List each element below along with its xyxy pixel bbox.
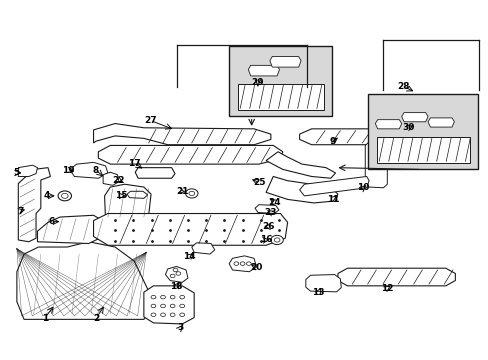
Circle shape [151, 304, 156, 308]
Polygon shape [93, 123, 270, 145]
Text: 18: 18 [170, 282, 183, 291]
Polygon shape [299, 129, 433, 145]
Text: 6: 6 [49, 217, 55, 226]
Polygon shape [17, 242, 153, 319]
Circle shape [170, 313, 175, 316]
Bar [367, 94, 477, 170]
Circle shape [274, 238, 280, 242]
Circle shape [151, 295, 156, 299]
Polygon shape [135, 168, 175, 178]
Text: 23: 23 [264, 208, 277, 217]
Text: 26: 26 [262, 222, 274, 231]
Polygon shape [38, 215, 105, 243]
Polygon shape [165, 266, 187, 282]
Bar [376, 136, 469, 163]
Circle shape [160, 295, 165, 299]
Polygon shape [248, 65, 279, 76]
Bar [229, 46, 331, 117]
Circle shape [180, 304, 184, 308]
Circle shape [170, 274, 175, 278]
Circle shape [170, 304, 175, 308]
Text: 19: 19 [62, 166, 75, 175]
Polygon shape [375, 120, 401, 129]
Circle shape [180, 313, 184, 316]
Circle shape [185, 189, 198, 198]
Text: 9: 9 [328, 138, 335, 147]
Polygon shape [401, 113, 427, 122]
Polygon shape [269, 57, 301, 67]
Text: 15: 15 [114, 192, 127, 201]
Text: 3: 3 [177, 323, 183, 332]
Circle shape [233, 262, 238, 265]
Text: 2: 2 [93, 314, 99, 323]
Polygon shape [229, 256, 256, 272]
Circle shape [61, 193, 68, 198]
Text: 20: 20 [250, 263, 262, 272]
Text: 16: 16 [259, 235, 272, 244]
Polygon shape [127, 191, 147, 198]
Text: 8: 8 [93, 166, 99, 175]
Text: 17: 17 [128, 158, 141, 167]
Circle shape [240, 262, 244, 265]
Text: 12: 12 [380, 284, 392, 293]
Polygon shape [265, 176, 337, 203]
Polygon shape [427, 118, 453, 127]
Text: 5: 5 [14, 168, 20, 177]
Text: 7: 7 [17, 207, 23, 216]
Text: 22: 22 [112, 176, 125, 185]
Polygon shape [93, 213, 287, 245]
Circle shape [151, 313, 156, 316]
Circle shape [246, 262, 251, 265]
Text: 24: 24 [268, 198, 281, 207]
Bar [237, 84, 323, 110]
Text: 27: 27 [144, 116, 157, 125]
Text: 1: 1 [41, 314, 48, 323]
Text: 21: 21 [176, 187, 188, 196]
Polygon shape [305, 275, 341, 292]
Circle shape [176, 272, 181, 275]
Text: 28: 28 [397, 82, 409, 91]
Polygon shape [98, 145, 282, 164]
Text: 30: 30 [402, 123, 414, 132]
Polygon shape [104, 184, 151, 221]
Circle shape [188, 191, 194, 195]
Polygon shape [18, 168, 50, 242]
Circle shape [173, 268, 178, 272]
Circle shape [180, 295, 184, 299]
Circle shape [270, 235, 283, 244]
Polygon shape [143, 286, 194, 324]
Text: 13: 13 [312, 288, 325, 297]
Polygon shape [191, 243, 214, 254]
Polygon shape [103, 172, 119, 185]
Circle shape [58, 191, 71, 201]
Text: 11: 11 [326, 195, 339, 204]
Polygon shape [69, 162, 108, 178]
Text: 25: 25 [253, 178, 265, 187]
Polygon shape [337, 268, 454, 286]
Polygon shape [265, 152, 335, 178]
Text: 4: 4 [44, 192, 50, 201]
Polygon shape [365, 142, 386, 188]
Circle shape [160, 304, 165, 308]
Circle shape [160, 313, 165, 316]
Polygon shape [299, 176, 368, 196]
Text: 14: 14 [183, 252, 195, 261]
Text: 10: 10 [356, 183, 369, 192]
Circle shape [170, 295, 175, 299]
Polygon shape [18, 165, 38, 176]
Polygon shape [255, 205, 279, 213]
Text: 29: 29 [251, 78, 264, 87]
